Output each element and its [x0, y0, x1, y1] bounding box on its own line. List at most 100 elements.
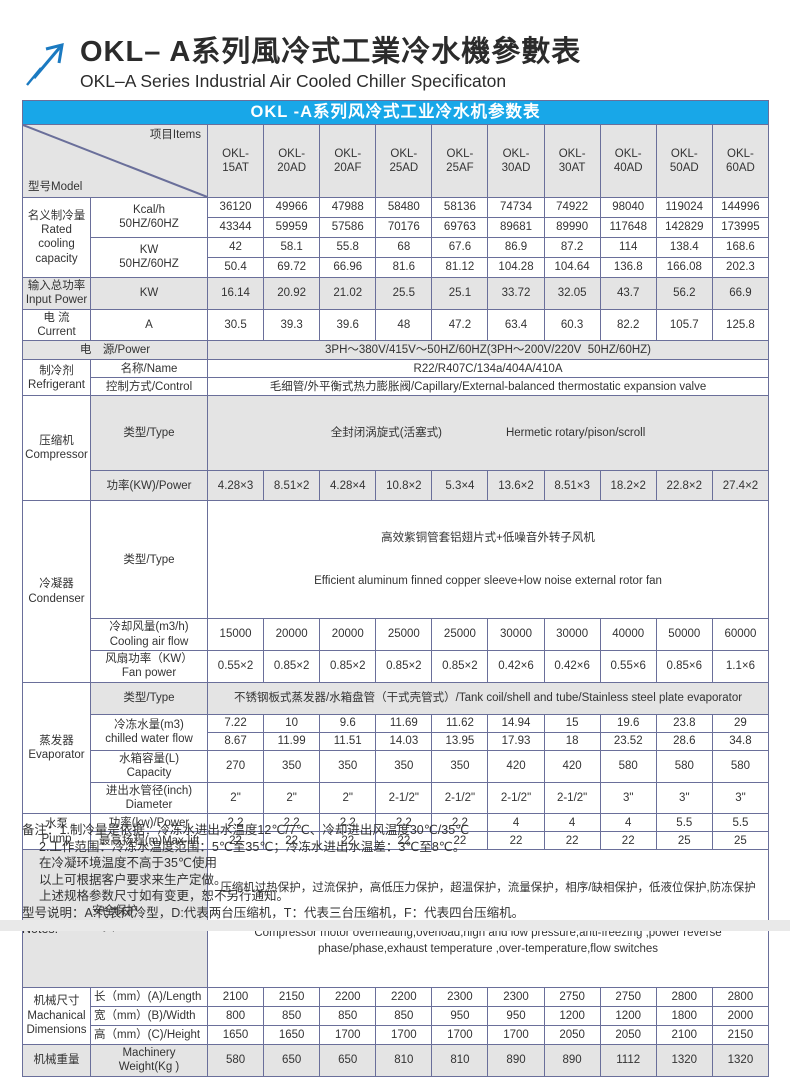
condenser-type-zh: 高效紫铜管套铝翅片式+低噪音外转子风机	[381, 532, 595, 544]
value-cell: 30000	[487, 618, 545, 651]
value-cell: 22	[599, 831, 657, 851]
value-cell: 1700	[375, 1024, 433, 1045]
item-label-pump-power: 功率(kw)/Power	[90, 813, 208, 833]
notes-line: 在冷凝环境温度不高于35℃使用	[39, 856, 217, 870]
value-cell: 420	[487, 749, 545, 783]
value-cell: 21.02	[319, 276, 377, 310]
value-cell: 43344	[206, 216, 265, 238]
corner-model-label: 型号Model	[28, 180, 83, 193]
value-cell: 270	[206, 749, 265, 783]
value-cell: 104.64	[543, 256, 601, 278]
value-cell: 1800	[655, 1005, 713, 1026]
row-label-machine-weight: 机械重量	[22, 1043, 91, 1077]
value-cell: 2100	[655, 1024, 713, 1045]
value-cell: 48	[375, 308, 433, 342]
value-cell: 25000	[431, 618, 489, 651]
value-cell: 98040	[599, 196, 657, 218]
value-cell: 0.55×6	[599, 650, 657, 683]
value-cell: 25	[655, 831, 713, 851]
value-cell: 3"	[711, 781, 770, 815]
value-cell: 20000	[319, 618, 377, 651]
value-cell: 1650	[263, 1024, 321, 1045]
value-cell: 8.67	[206, 731, 265, 751]
value-cell: 105.7	[655, 308, 713, 342]
value-cell: 19.6	[599, 713, 657, 733]
value-cell: 69763	[431, 216, 489, 238]
value-cell: 47988	[319, 196, 377, 218]
value-cell: 17.93	[487, 731, 545, 751]
value-cell: 4	[599, 813, 657, 833]
value-cell: 11.51	[319, 731, 377, 751]
value-cell: 58136	[431, 196, 489, 218]
value-cell: 125.8	[711, 308, 770, 342]
item-label-chilled-water-flow: 冷冻水量(m3) chilled water flow	[90, 713, 208, 751]
value-cell: 22	[431, 831, 489, 851]
value-cell: 10.8×2	[375, 470, 433, 502]
value-cell: 0.85×2	[319, 650, 377, 683]
value-cell: 202.3	[711, 256, 770, 278]
value-cell: 11.69	[375, 713, 433, 733]
value-cell: 18	[543, 731, 601, 751]
value-cell: 350	[319, 749, 377, 783]
item-label-cooling-airflow: 冷却风量(m3/h) Cooling air flow	[90, 618, 208, 651]
value-cell: 2800	[711, 986, 770, 1007]
row-label-current: 电 流 Current	[22, 308, 91, 342]
value-cell: 70176	[375, 216, 433, 238]
model-header-cell: OKL- 50AD	[655, 124, 713, 198]
value-cell: 56.2	[655, 276, 713, 310]
diagonal-divider	[23, 125, 207, 197]
value-cell: 22	[206, 831, 265, 851]
item-label-current-unit: A	[90, 308, 208, 342]
value-cell: 2.2	[431, 813, 489, 833]
value-cell: 67.6	[431, 236, 489, 258]
value-cell: 23.8	[655, 713, 713, 733]
value-cell: 2750	[599, 986, 657, 1007]
value-cell: 890	[487, 1043, 545, 1077]
value-cell: 22	[319, 831, 377, 851]
value-cell: 950	[487, 1005, 545, 1026]
item-label-refrigerant-name: 名称/Name	[90, 359, 208, 379]
value-cell: 5.3×4	[431, 470, 489, 502]
corner-items-label: 项目Items	[149, 129, 201, 141]
value-cell: 1700	[487, 1024, 545, 1045]
value-cell: 29	[711, 713, 770, 733]
evaporator-type-value: 不锈钢板式蒸发器/水箱盘管（干式壳管式）/Tank coil/shell and…	[206, 681, 770, 715]
value-cell: 50.4	[206, 256, 265, 278]
value-cell: 0.42×6	[543, 650, 601, 683]
value-cell: 2150	[263, 986, 321, 1007]
value-cell: 25.1	[431, 276, 489, 310]
value-cell: 14.94	[487, 713, 545, 733]
model-header-cell: OKL- 30AT	[543, 124, 601, 198]
security-value-zh: 压缩机过热保护，过流保护，高低压力保护，超温保护，流量保护，相序/缺相保护，低液…	[220, 882, 756, 894]
value-cell: 74922	[543, 196, 601, 218]
value-cell: 58480	[375, 196, 433, 218]
value-cell: 63.4	[487, 308, 545, 342]
value-cell: 350	[431, 749, 489, 783]
value-cell: 11.62	[431, 713, 489, 733]
value-cell: 2"	[263, 781, 321, 815]
model-header-cell: OKL- 60AD	[711, 124, 770, 198]
value-cell: 580	[711, 749, 770, 783]
value-cell: 420	[543, 749, 601, 783]
value-cell: 1200	[599, 1005, 657, 1026]
row-label-refrigerant: 制冷剂 Refrigerant	[22, 359, 91, 397]
value-cell: 0.42×6	[487, 650, 545, 683]
value-cell: 2050	[543, 1024, 601, 1045]
value-cell: 2100	[206, 986, 265, 1007]
value-cell: 81.12	[431, 256, 489, 278]
value-cell: 2.2	[206, 813, 265, 833]
value-cell: 2000	[711, 1005, 770, 1026]
refrigerant-name-value: R22/R407C/134a/404A/410A	[206, 359, 770, 379]
value-cell: 810	[375, 1043, 433, 1077]
value-cell: 50000	[655, 618, 713, 651]
value-cell: 39.6	[319, 308, 377, 342]
value-cell: 650	[319, 1043, 377, 1077]
value-cell: 28.6	[655, 731, 713, 751]
arrow-logo-icon	[26, 42, 64, 86]
page-header: OKL– A系列風冷式工業冷水機參數表 OKL–A Series Industr…	[26, 36, 581, 92]
value-cell: 0.85×6	[655, 650, 713, 683]
value-cell: 2300	[487, 986, 545, 1007]
item-label-max-lift: 最高扬程(m)Max-lift	[90, 831, 208, 851]
value-cell: 39.3	[263, 308, 321, 342]
value-cell: 850	[263, 1005, 321, 1026]
